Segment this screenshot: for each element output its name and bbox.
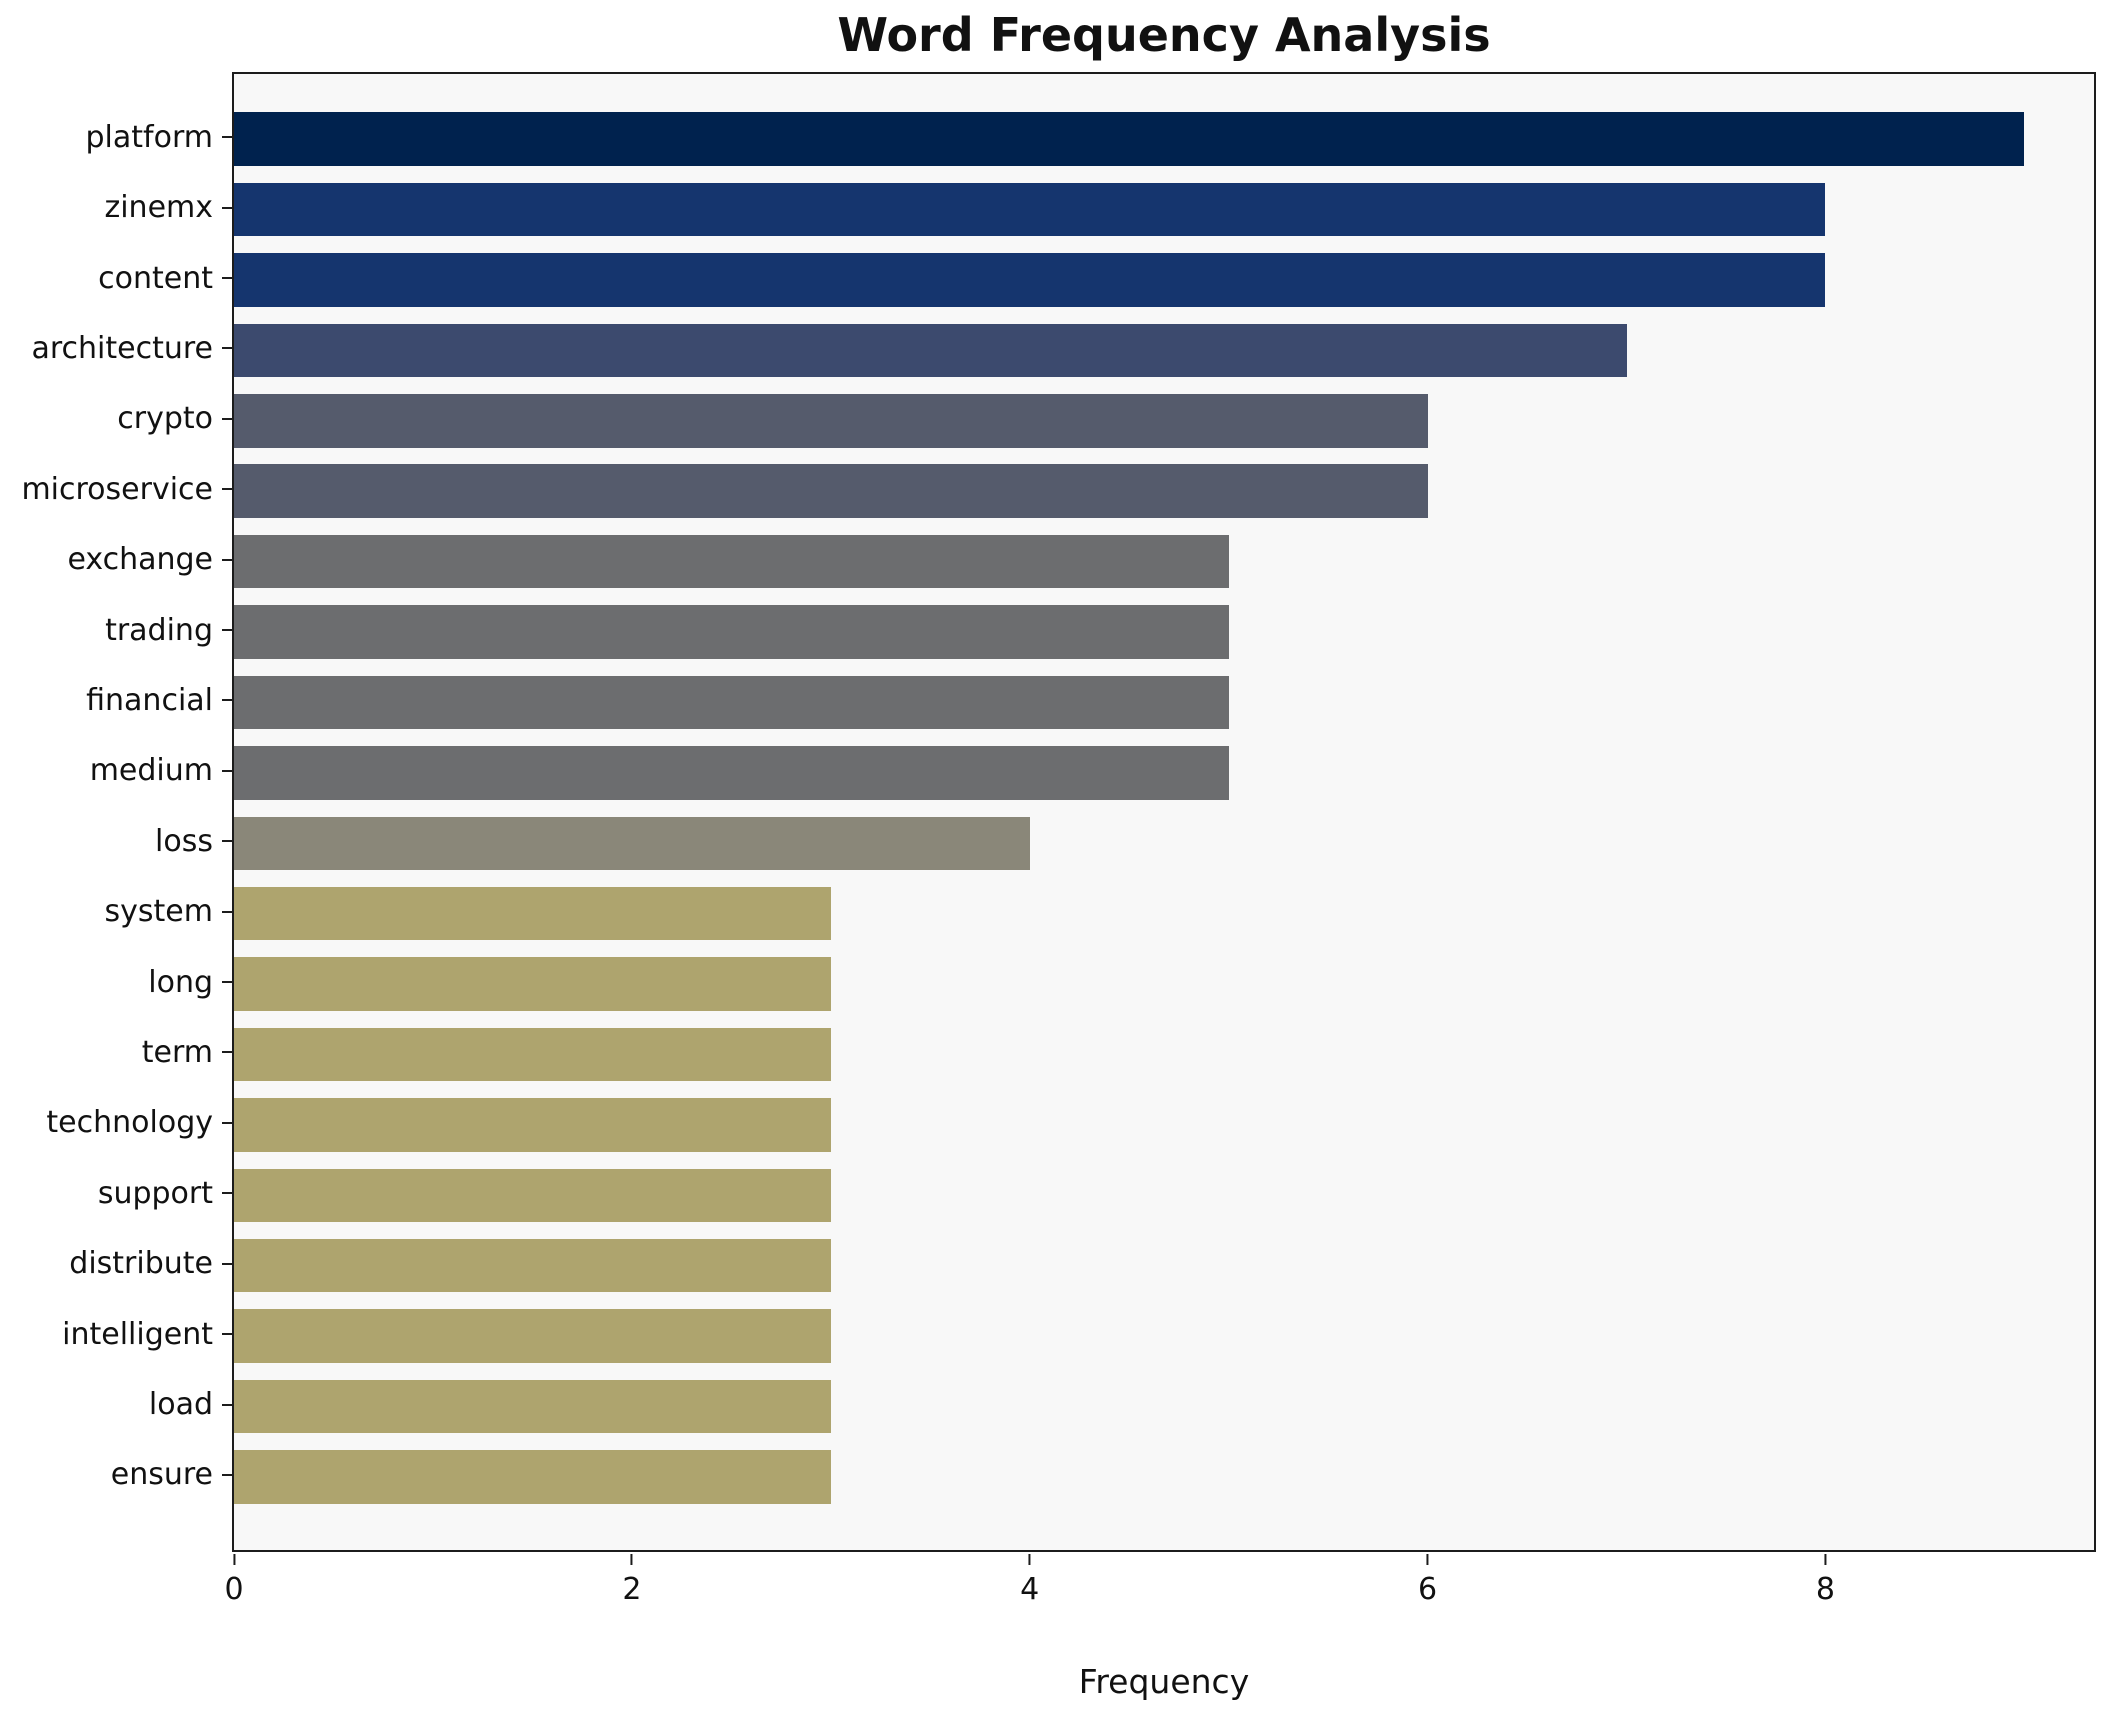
bar-row-load [234, 1371, 2094, 1441]
x-tick-mark [1028, 1554, 1031, 1565]
y-tick-label-platform: platform [0, 102, 232, 172]
bar-technology [234, 1098, 831, 1152]
bar-loss [234, 816, 1030, 871]
y-tick-label-zinemx: zinemx [0, 172, 232, 242]
bar-row-loss [234, 808, 2094, 878]
bar-financial [234, 675, 1229, 730]
bar-content [234, 253, 1826, 307]
bar-microservice [234, 464, 1428, 518]
x-tick-mark [233, 1554, 235, 1565]
bar-exchange [234, 534, 1229, 589]
y-axis-labels: platform zinemx content architecture crypto m… [0, 102, 232, 1510]
x-tick-4: 4 [1020, 1554, 1039, 1607]
bar-row-medium [234, 738, 2094, 808]
bar-support [234, 1168, 831, 1223]
bar-row-trading [234, 597, 2094, 667]
bar-medium [234, 746, 1229, 800]
x-tick-mark [630, 1554, 633, 1565]
x-tick-label: 2 [622, 1572, 642, 1607]
x-tick-label: 6 [1418, 1572, 1438, 1607]
bar-row-long [234, 949, 2094, 1019]
bar-row-financial [234, 667, 2094, 737]
x-tick-0: 0 [224, 1554, 244, 1607]
y-tick-label-loss: loss [0, 806, 232, 876]
x-tick-6: 6 [1418, 1554, 1437, 1607]
bar-architecture [234, 323, 1627, 378]
y-tick-label-medium: medium [0, 736, 232, 806]
bar-row-distribute [234, 1231, 2094, 1301]
bar-row-zinemx [234, 174, 2094, 244]
bar-row-support [234, 1160, 2094, 1230]
bar-row-technology [234, 1090, 2094, 1160]
bar-term [234, 1027, 831, 1082]
y-tick-label-system: system [0, 876, 232, 946]
x-tick-2: 2 [622, 1554, 641, 1607]
bar-load [234, 1379, 831, 1434]
y-tick-label-long: long [0, 947, 232, 1017]
y-tick-label-exchange: exchange [0, 524, 232, 594]
x-axis-label: Frequency [1078, 1662, 1250, 1701]
y-tick-label-financial: financial [0, 665, 232, 735]
x-axis-ticks: 0 2 4 6 8 [224, 1554, 2094, 1618]
y-tick-label-support: support [0, 1158, 232, 1228]
bar-system [234, 886, 831, 941]
y-tick-label-load: load [0, 1369, 232, 1439]
y-tick-label-technology: technology [0, 1088, 232, 1158]
x-tick-label: 4 [1020, 1572, 1040, 1607]
y-tick-label-distribute: distribute [0, 1229, 232, 1299]
x-tick-8: 8 [1816, 1554, 1835, 1607]
y-tick-label-architecture: architecture [0, 313, 232, 383]
bar-intelligent [234, 1309, 831, 1363]
bar-row-ensure [234, 1442, 2094, 1512]
y-tick-label-intelligent: intelligent [0, 1299, 232, 1369]
bar-zinemx [234, 182, 1826, 237]
bar-row-platform [234, 104, 2094, 174]
bar-ensure [234, 1450, 831, 1504]
chart-title: Word Frequency Analysis [837, 8, 1491, 62]
bar-distribute [234, 1238, 831, 1293]
x-tick-label: 8 [1815, 1572, 1835, 1607]
bars-container [234, 104, 2094, 1512]
y-tick-label-crypto: crypto [0, 384, 232, 454]
bar-platform [234, 112, 2025, 166]
bar-row-architecture [234, 315, 2094, 385]
x-tick-label: 0 [224, 1572, 244, 1607]
x-tick-mark [1824, 1554, 1827, 1565]
x-tick-mark [1426, 1554, 1429, 1565]
bar-crypto [234, 394, 1428, 448]
y-tick-label-microservice: microservice [0, 454, 232, 524]
bar-row-intelligent [234, 1301, 2094, 1371]
y-tick-label-term: term [0, 1017, 232, 1087]
plot-area [232, 72, 2096, 1552]
bar-row-term [234, 1019, 2094, 1089]
bar-long [234, 957, 831, 1011]
bar-row-exchange [234, 526, 2094, 596]
bar-row-content [234, 245, 2094, 315]
bar-trading [234, 605, 1229, 659]
y-tick-label-trading: trading [0, 595, 232, 665]
bar-row-crypto [234, 386, 2094, 456]
bar-row-microservice [234, 456, 2094, 526]
y-tick-label-ensure: ensure [0, 1440, 232, 1510]
y-tick-label-content: content [0, 243, 232, 313]
bar-row-system [234, 878, 2094, 948]
